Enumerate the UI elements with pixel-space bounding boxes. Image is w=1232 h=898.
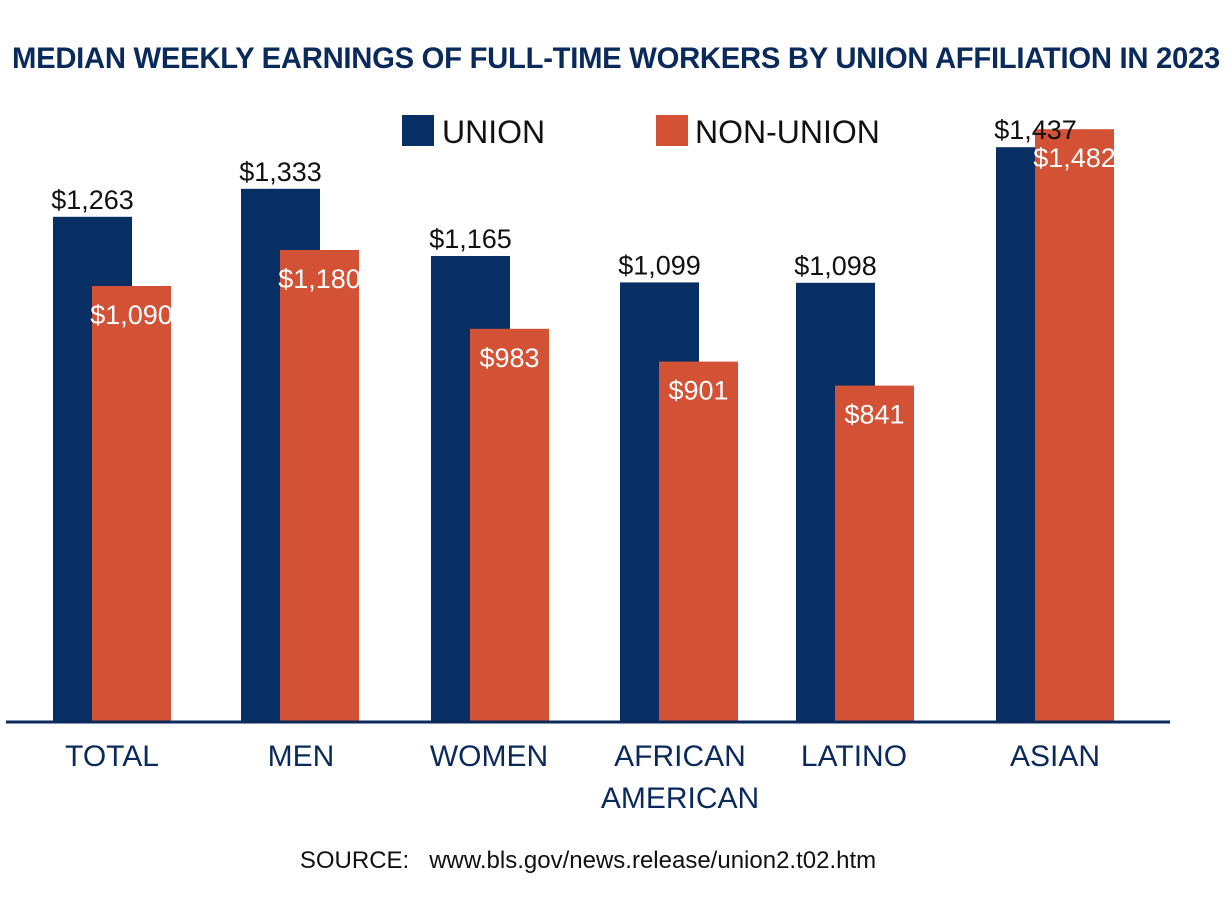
value-label-union-african-american: $1,099	[618, 250, 701, 280]
bar-non-union-total	[92, 286, 171, 722]
source-note: SOURCE: www.bls.gov/news.release/union2.…	[300, 847, 876, 874]
legend: UNION NON-UNION	[402, 114, 880, 150]
category-label-asian: ASIAN	[1010, 740, 1100, 773]
legend-swatch-union	[402, 115, 434, 146]
category-label-women: WOMEN	[430, 740, 548, 773]
value-label-non-union-asian: $1,482	[1033, 143, 1116, 173]
category-label-african-american-line-1: AFRICAN	[614, 740, 746, 773]
value-label-non-union-latino: $841	[844, 400, 904, 430]
category-label-total: TOTAL	[65, 740, 159, 773]
bar-non-union-african-american	[659, 361, 738, 722]
value-label-non-union-total: $1,090	[90, 300, 173, 330]
legend-label-union: UNION	[442, 114, 545, 150]
bars-group	[53, 129, 1114, 723]
legend-swatch-non-union	[656, 115, 688, 146]
category-label-african-american-line-2: AMERICAN	[601, 782, 759, 815]
value-label-non-union-women: $983	[479, 343, 539, 373]
value-label-union-women: $1,165	[429, 224, 512, 254]
value-labels-group: $1,263 $1,090 $1,333 $1,180 $1,165 $983 $1,099…	[51, 115, 1116, 429]
bar-non-union-asian	[1035, 129, 1114, 722]
bar-non-union-women	[470, 328, 549, 722]
bar-non-union-latino	[835, 385, 914, 722]
value-label-union-total: $1,263	[51, 185, 134, 215]
legend-label-non-union: NON-UNION	[695, 114, 880, 150]
value-label-non-union-men: $1,180	[278, 264, 361, 294]
value-label-non-union-african-american: $901	[668, 376, 728, 406]
category-label-men: MEN	[268, 740, 335, 773]
value-label-union-latino: $1,098	[794, 251, 877, 281]
chart-title: MEDIAN WEEKLY EARNINGS OF FULL-TIME WORK…	[12, 42, 1220, 75]
category-label-latino: LATINO	[801, 740, 907, 773]
value-label-union-men: $1,333	[239, 157, 322, 187]
category-labels-group: TOTAL MEN WOMEN AFRICAN AMERICAN LATINO ASIAN	[65, 740, 1100, 815]
value-label-union-asian: $1,437	[994, 115, 1077, 145]
bar-non-union-men	[280, 250, 359, 722]
